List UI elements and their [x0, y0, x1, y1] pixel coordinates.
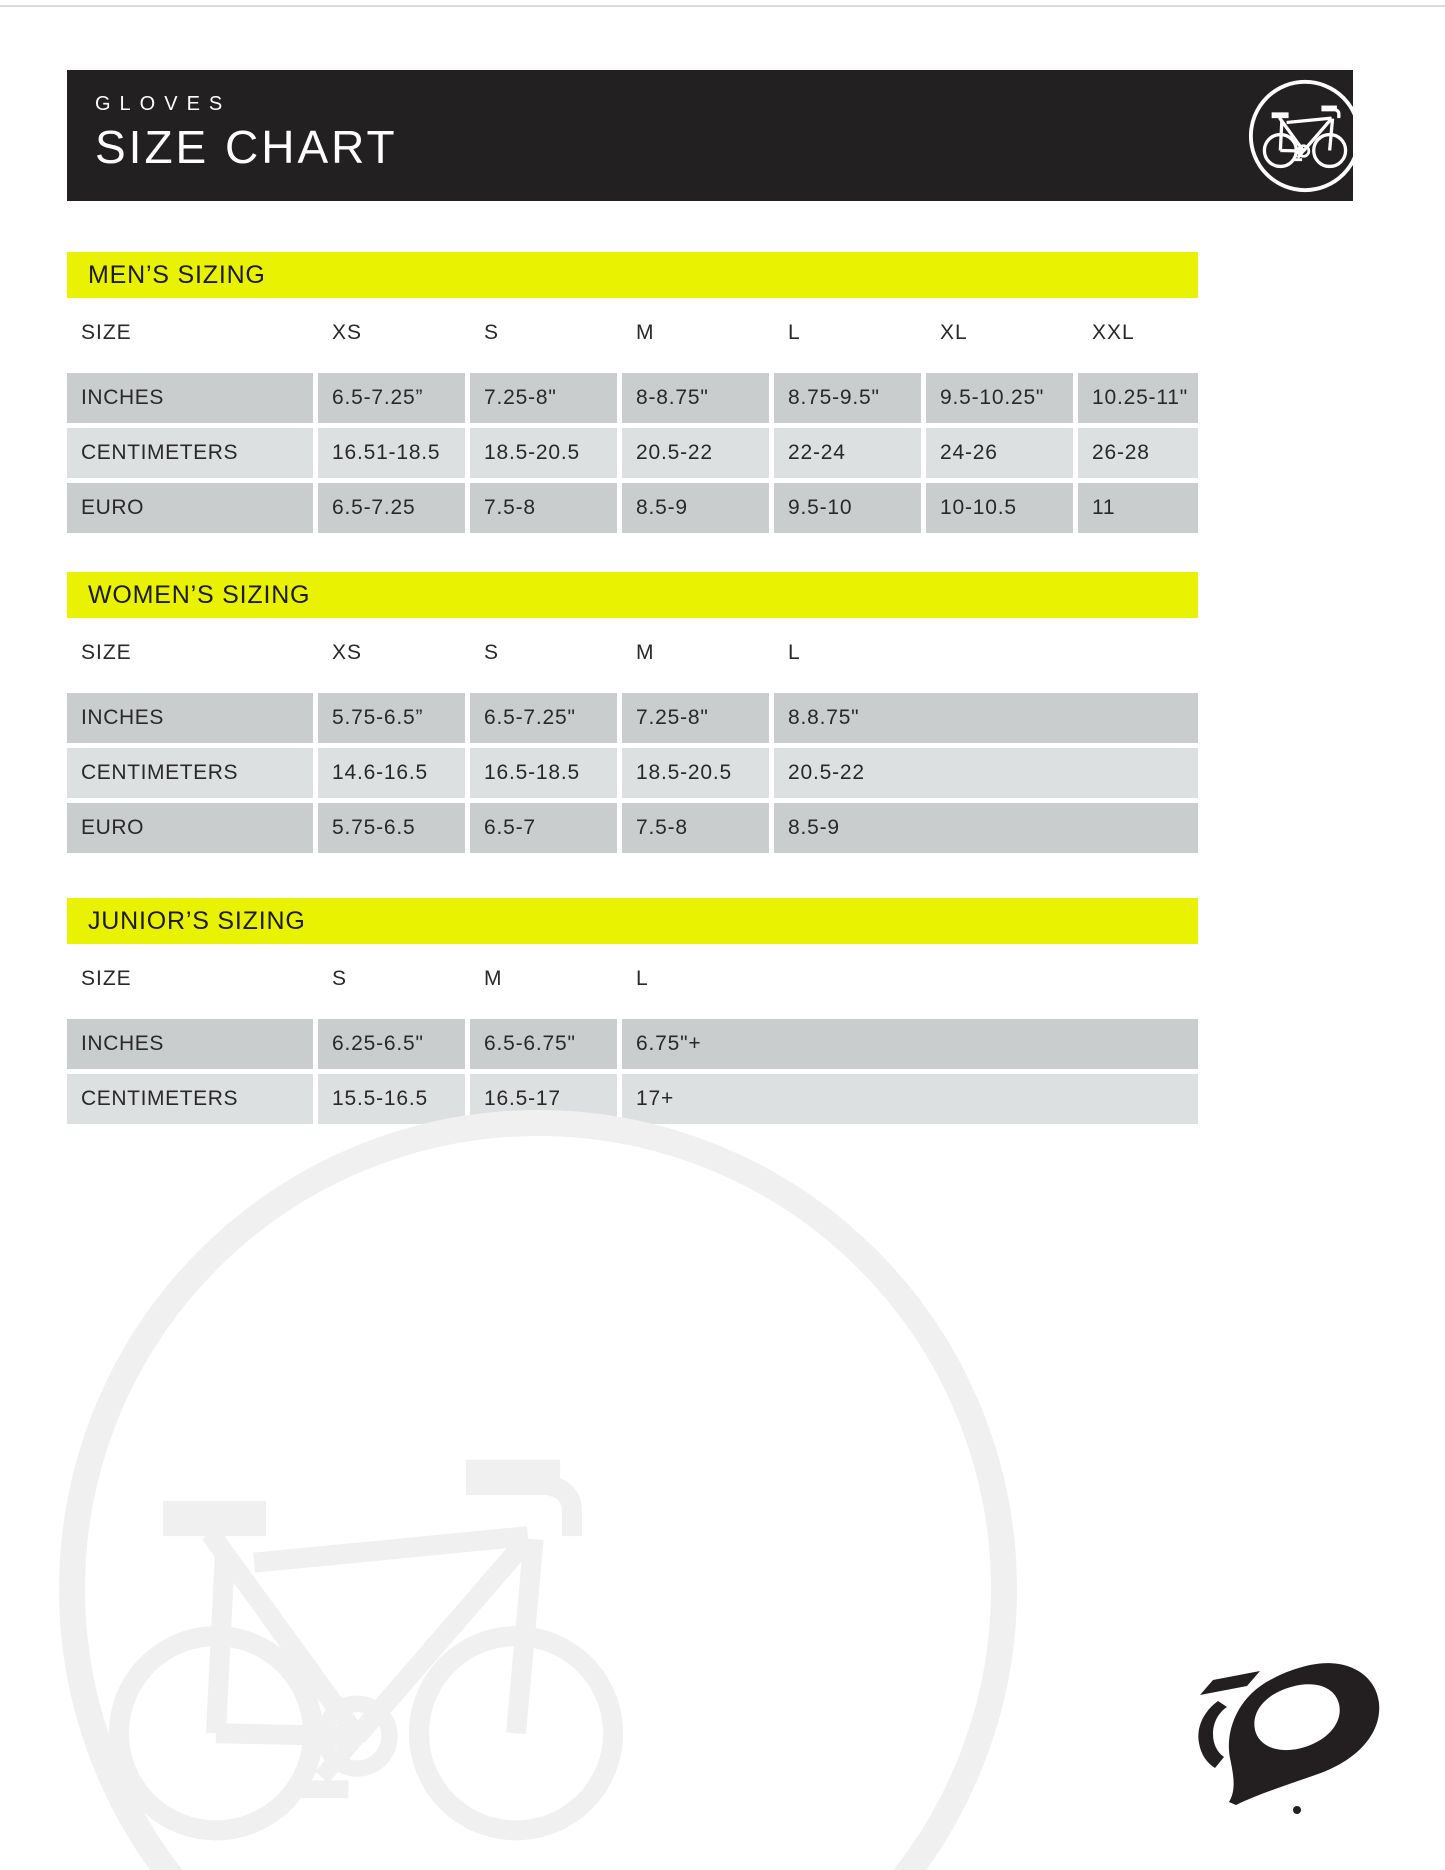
size-col-header-s: S: [470, 298, 617, 368]
table-cell: 9.5-10.25": [926, 373, 1073, 423]
table-cell: 15.5-16.5: [318, 1074, 465, 1124]
sizing-section-juniors: JUNIOR’S SIZING SIZE S M L INCHES 6.25-6.5" 6…: [67, 898, 1198, 1124]
section-title: JUNIOR’S SIZING: [88, 906, 306, 935]
page-title: SIZE CHART: [95, 121, 398, 173]
size-col-header-xs: XS: [318, 298, 465, 368]
table-cell: 10.25-11": [1078, 373, 1198, 423]
table-cell: 5.75-6.5: [318, 803, 465, 853]
table-cell: 16.5-18.5: [470, 748, 617, 798]
table-row-inches: INCHES 6.25-6.5" 6.5-6.75" 6.75"+: [67, 1019, 1198, 1069]
size-col-header-xl: XL: [926, 298, 1073, 368]
table-row-centimeters: CENTIMETERS 14.6-16.5 16.5-18.5 18.5-20.5 20…: [67, 748, 1198, 798]
sizing-table: SIZE XS S M L XL XXL INCHES 6.5-7.25” 7.25-8" 8-8…: [67, 298, 1198, 533]
table-cell: 7.5-8: [622, 803, 769, 853]
row-label: CENTIMETERS: [67, 428, 313, 478]
row-label: CENTIMETERS: [67, 748, 313, 798]
size-header-label: SIZE: [67, 618, 313, 688]
row-label: INCHES: [67, 1019, 313, 1069]
table-cell: 18.5-20.5: [622, 748, 769, 798]
table-cell: 7.25-8": [470, 373, 617, 423]
row-label: INCHES: [67, 373, 313, 423]
table-row-inches: INCHES 6.5-7.25” 7.25-8" 8-8.75" 8.75-9.5" 9.…: [67, 373, 1198, 423]
page-top-rule: [0, 5, 1445, 7]
table-cell: 8.5-9: [622, 483, 769, 533]
table-row-euro: EURO 5.75-6.5 6.5-7 7.5-8 8.5-9: [67, 803, 1198, 853]
sizing-table: SIZE S M L INCHES 6.25-6.5" 6.5-6.75" 6.75"+ CE…: [67, 944, 1198, 1124]
table-cell: 10-10.5: [926, 483, 1073, 533]
table-cell: 5.75-6.5”: [318, 693, 465, 743]
table-cell: 8.8.75": [774, 693, 1198, 743]
table-cell: 6.5-7: [470, 803, 617, 853]
section-title: WOMEN’S SIZING: [88, 580, 311, 609]
table-cell: 8.5-9: [774, 803, 1198, 853]
size-col-header-s: S: [318, 944, 465, 1014]
size-header-row: SIZE XS S M L: [67, 618, 1198, 688]
bicycle-circle-icon: [1248, 79, 1353, 192]
table-cell: 7.5-8: [470, 483, 617, 533]
size-header-row: SIZE S M L: [67, 944, 1198, 1014]
sizing-section-mens: MEN’S SIZING SIZE XS S M L XL XXL INCHES 6.5-7.…: [67, 252, 1198, 533]
table-cell: 6.5-6.75": [470, 1019, 617, 1069]
table-cell: 17+: [622, 1074, 1198, 1124]
sizing-table: SIZE XS S M L INCHES 5.75-6.5” 6.5-7.25" 7.25-8…: [67, 618, 1198, 853]
row-label: EURO: [67, 803, 313, 853]
size-col-header-m: M: [622, 298, 769, 368]
table-row-centimeters: CENTIMETERS 16.51-18.5 18.5-20.5 20.5-22 22-…: [67, 428, 1198, 478]
row-label: CENTIMETERS: [67, 1074, 313, 1124]
table-row-centimeters: CENTIMETERS 15.5-16.5 16.5-17 17+: [67, 1074, 1198, 1124]
section-header-bar: MEN’S SIZING: [67, 252, 1198, 298]
table-cell: 20.5-22: [622, 428, 769, 478]
table-cell: 6.5-7.25": [470, 693, 617, 743]
size-col-header-m: M: [470, 944, 617, 1014]
bicycle-watermark-circle: [59, 1110, 1017, 1870]
size-col-header-l: L: [774, 618, 1198, 688]
table-cell: 16.5-17: [470, 1074, 617, 1124]
table-cell: 18.5-20.5: [470, 428, 617, 478]
size-col-header-xxl: XXL: [1078, 298, 1198, 368]
table-cell: 22-24: [774, 428, 921, 478]
size-header-row: SIZE XS S M L XL XXL: [67, 298, 1198, 368]
size-col-header-xs: XS: [318, 618, 465, 688]
table-cell: 7.25-8": [622, 693, 769, 743]
pearl-izumi-logo: [1198, 1663, 1380, 1814]
table-cell: 14.6-16.5: [318, 748, 465, 798]
sizing-section-womens: WOMEN’S SIZING SIZE XS S M L INCHES 5.75-6.5”…: [67, 572, 1198, 853]
table-cell: 8.75-9.5": [774, 373, 921, 423]
table-cell: 9.5-10: [774, 483, 921, 533]
section-header-bar: WOMEN’S SIZING: [67, 572, 1198, 618]
table-cell: 24-26: [926, 428, 1073, 478]
table-cell: 8-8.75": [622, 373, 769, 423]
size-col-header-m: M: [622, 618, 769, 688]
row-label: INCHES: [67, 693, 313, 743]
size-col-header-l: L: [774, 298, 921, 368]
table-cell: 26-28: [1078, 428, 1198, 478]
size-header-label: SIZE: [67, 944, 313, 1014]
table-cell: 20.5-22: [774, 748, 1198, 798]
table-cell: 11: [1078, 483, 1198, 533]
table-row-euro: EURO 6.5-7.25 7.5-8 8.5-9 9.5-10 10-10.5 11: [67, 483, 1198, 533]
header-banner: GLOVES SIZE CHART: [67, 70, 1353, 201]
row-label: EURO: [67, 483, 313, 533]
size-col-header-l: L: [622, 944, 1198, 1014]
section-title: MEN’S SIZING: [88, 260, 266, 289]
table-cell: 6.5-7.25”: [318, 373, 465, 423]
table-cell: 16.51-18.5: [318, 428, 465, 478]
section-header-bar: JUNIOR’S SIZING: [67, 898, 1198, 944]
size-header-label: SIZE: [67, 298, 313, 368]
header-text-block: GLOVES SIZE CHART: [95, 94, 398, 170]
size-col-header-s: S: [470, 618, 617, 688]
header-category: GLOVES: [95, 93, 232, 115]
table-cell: 6.25-6.5": [318, 1019, 465, 1069]
table-cell: 6.75"+: [622, 1019, 1198, 1069]
table-row-inches: INCHES 5.75-6.5” 6.5-7.25" 7.25-8" 8.8.75": [67, 693, 1198, 743]
table-cell: 6.5-7.25: [318, 483, 465, 533]
bicycle-watermark: [13, 1292, 719, 1870]
